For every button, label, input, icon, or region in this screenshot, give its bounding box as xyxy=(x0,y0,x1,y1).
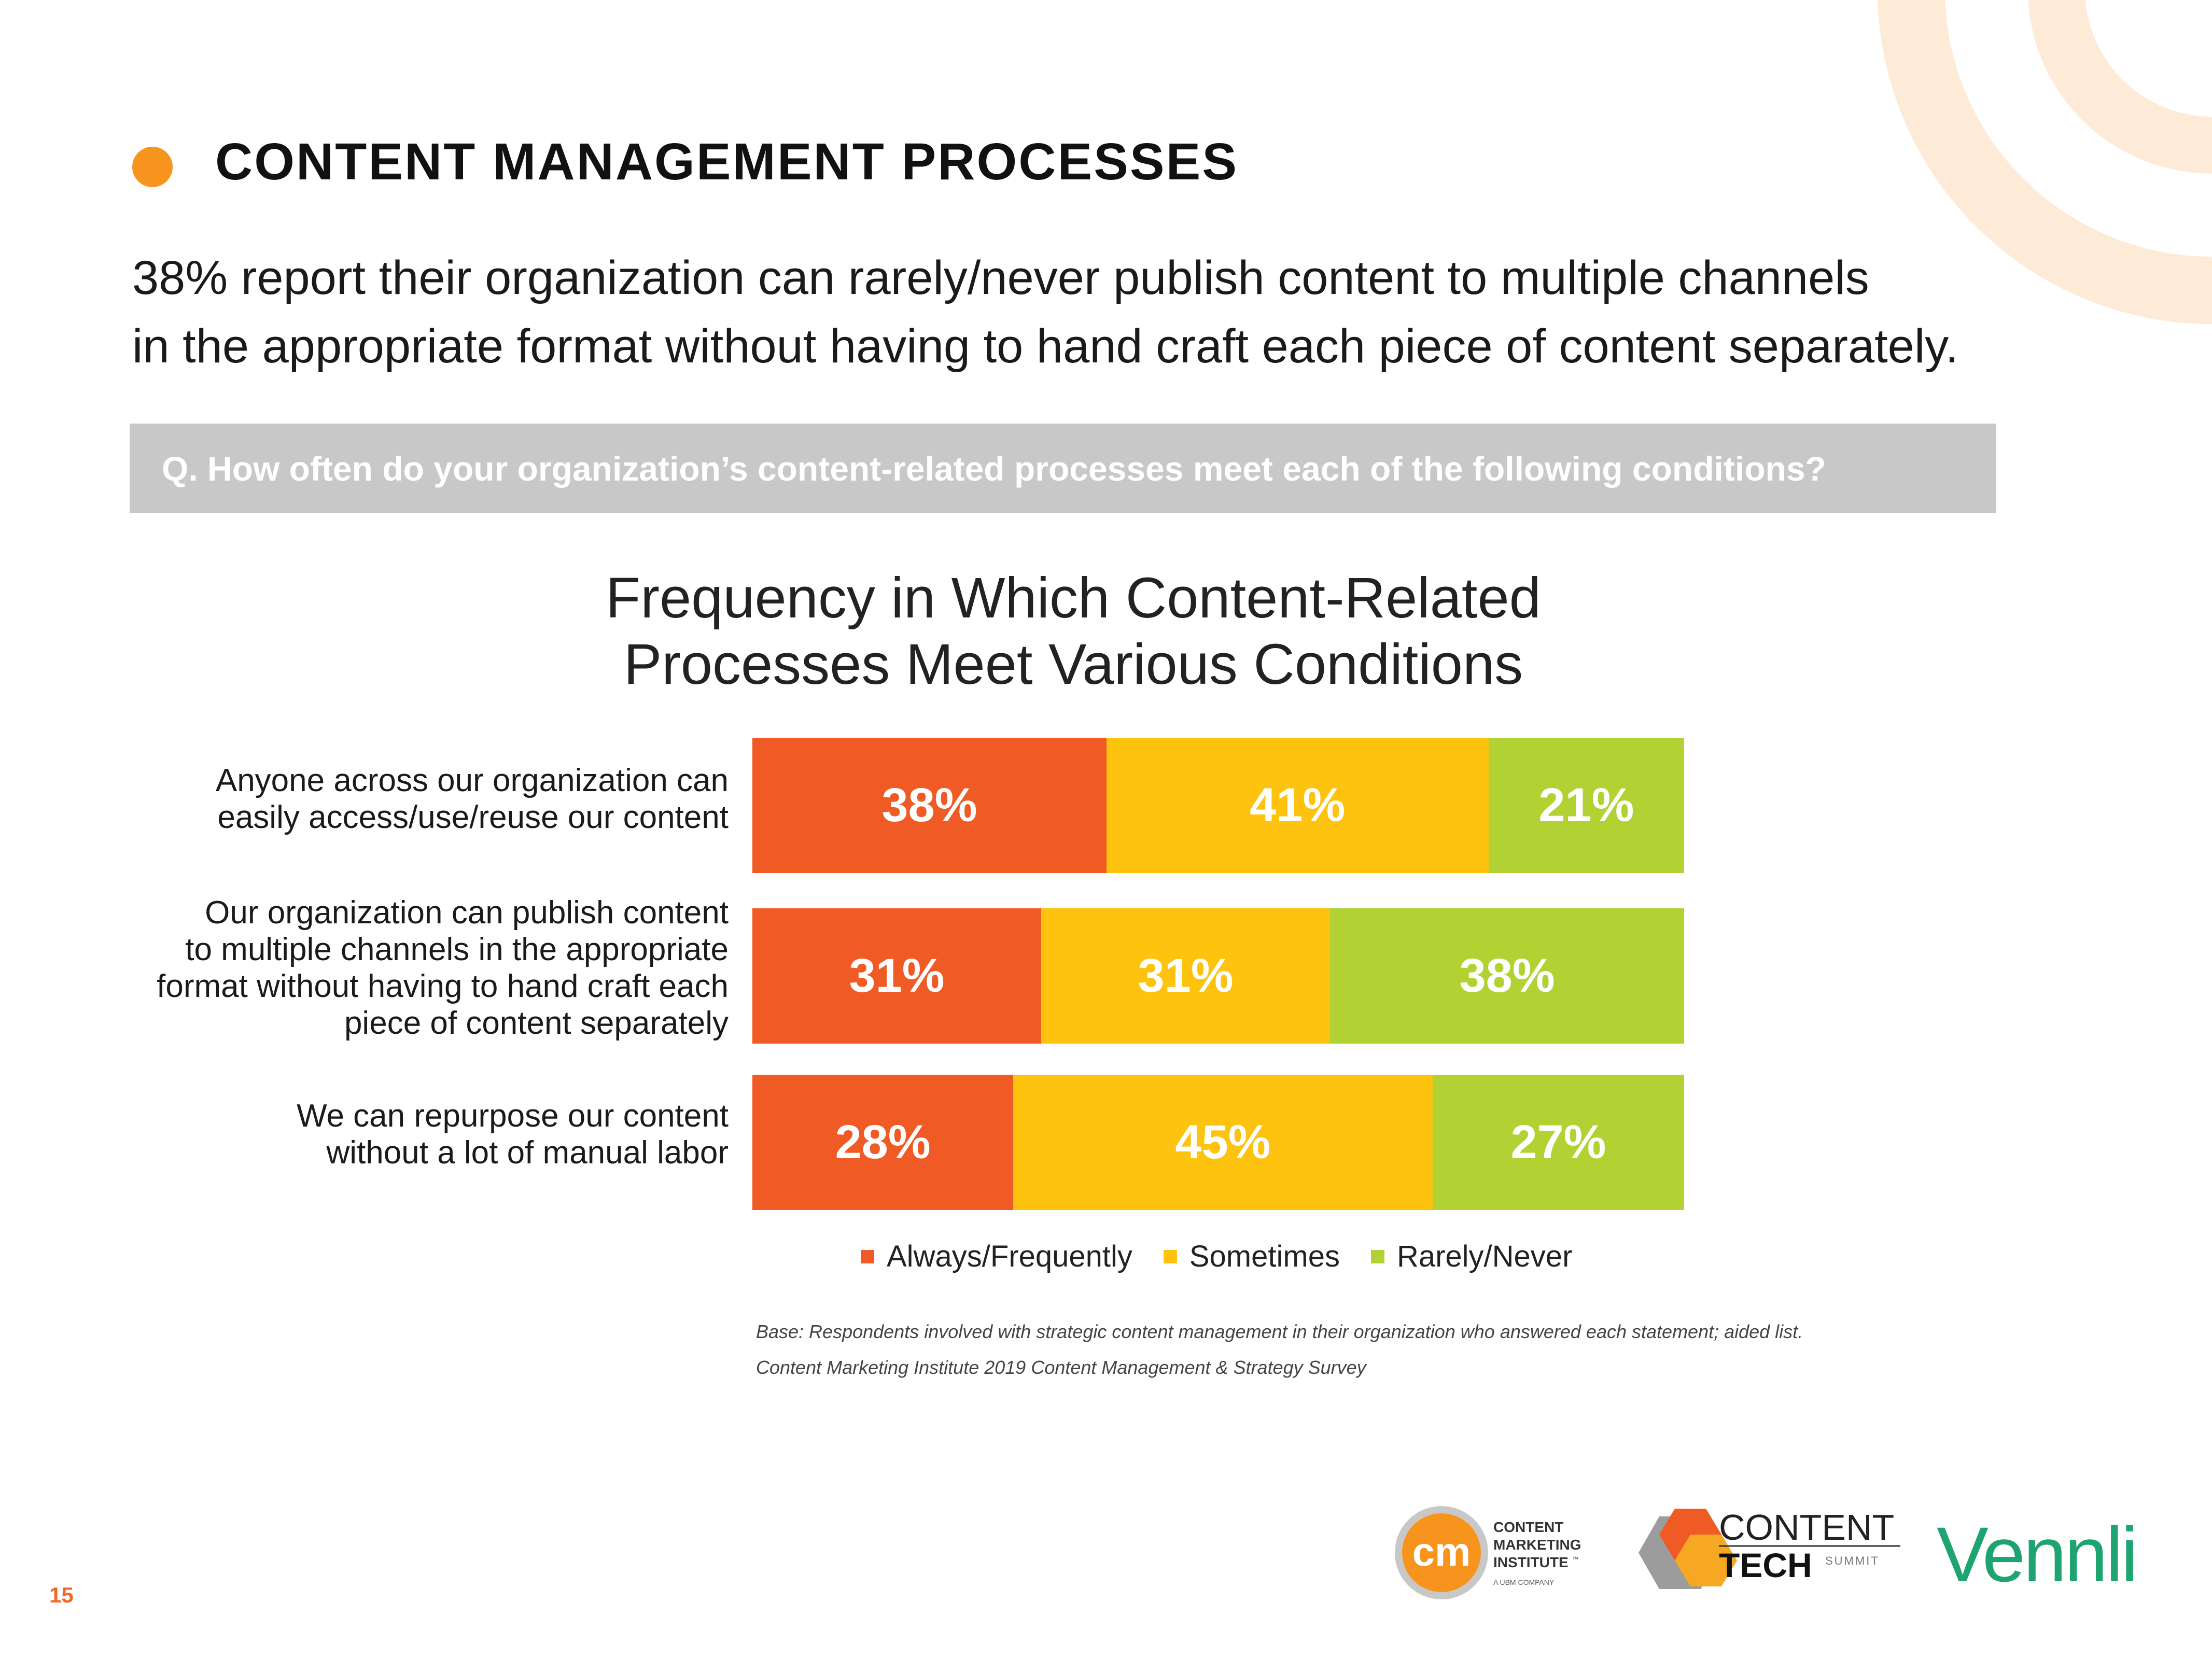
legend-swatch-always xyxy=(861,1249,874,1263)
chart-title-line-2: Processes Meet Various Conditions xyxy=(623,632,1523,696)
section-title: CONTENT MANAGEMENT PROCESSES xyxy=(215,133,1239,191)
category-label-line: Our organization can publish content xyxy=(205,895,729,931)
category-label-line: Anyone across our organization can xyxy=(215,763,729,798)
chart-legend: Always/Frequently Sometimes Rarely/Never xyxy=(861,1239,1603,1274)
legend-item-sometimes: Sometimes xyxy=(1163,1239,1340,1274)
category-label-line: We can repurpose our content xyxy=(297,1098,729,1134)
cts-logo-line-1: CONTENT xyxy=(1719,1507,1894,1548)
cmi-logo-line-1: CONTENT xyxy=(1493,1519,1563,1535)
legend-label-always: Always/Frequently xyxy=(887,1240,1132,1273)
legend-item-rarely: Rarely/Never xyxy=(1370,1239,1573,1274)
legend-item-always: Always/Frequently xyxy=(861,1239,1132,1274)
footnote-source: Content Marketing Institute 2019 Content… xyxy=(756,1357,1366,1378)
legend-swatch-sometimes xyxy=(1163,1249,1177,1263)
cmi-logo-sub: A UBM COMPANY xyxy=(1493,1578,1555,1586)
page-number: 15 xyxy=(49,1583,74,1607)
category-label-line: easily access/use/reuse our content xyxy=(217,799,729,835)
bar-segment: 31% xyxy=(752,908,1042,1044)
bar-segment: 45% xyxy=(1013,1075,1433,1210)
footnote-base: Base: Respondents involved with strategi… xyxy=(756,1321,1803,1342)
bar-row: 28% 45% 27% xyxy=(752,1075,1684,1210)
cmi-logo-tm: ™ xyxy=(1572,1555,1578,1563)
bar-value-label: 38% xyxy=(881,779,977,832)
category-label: Anyone across our organization can easily… xyxy=(104,762,729,836)
cmi-logo-badge: cm xyxy=(1412,1529,1471,1574)
bar-segment: 38% xyxy=(752,738,1107,873)
section-bullet xyxy=(132,147,173,187)
bar-segment: 31% xyxy=(1041,908,1331,1044)
chart-title-line-1: Frequency in Which Content-Related xyxy=(606,566,1541,630)
cmi-logo: cm CONTENT MARKETING INSTITUTE ™ A UBM C… xyxy=(1395,1506,1581,1599)
headline-line-1: 38% report their organization can rarely… xyxy=(132,251,1869,304)
category-label-line: format without having to hand craft each xyxy=(157,968,729,1004)
cmi-logo-line-2: MARKETING xyxy=(1493,1537,1581,1553)
bar-value-label: 27% xyxy=(1510,1116,1606,1169)
cts-logo-line-2: TECH xyxy=(1719,1546,1812,1584)
bar-value-label: 45% xyxy=(1175,1116,1271,1169)
content-tech-summit-logo: CONTENT TECH SUMMIT xyxy=(1639,1507,1900,1589)
chart-title: Frequency in Which Content-Related Proce… xyxy=(519,565,1628,698)
legend-label-rarely: Rarely/Never xyxy=(1396,1240,1573,1273)
bar-segment: 38% xyxy=(1330,908,1684,1044)
bar-row: 38% 41% 21% xyxy=(752,738,1684,873)
bar-value-label: 41% xyxy=(1250,779,1346,832)
legend-swatch-rarely xyxy=(1370,1249,1384,1263)
cmi-logo-line-3: INSTITUTE xyxy=(1493,1554,1569,1570)
question-text: Q. How often do your organization’s cont… xyxy=(162,449,1826,488)
bar-segment: 27% xyxy=(1432,1075,1684,1210)
bar-value-label: 21% xyxy=(1538,779,1634,832)
vennli-logo: Vennli xyxy=(1937,1511,2138,1597)
bar-value-label: 31% xyxy=(1138,949,1234,1002)
bar-segment: 28% xyxy=(752,1075,1014,1210)
category-label: Our organization can publish content to m… xyxy=(104,894,729,1042)
category-label-line: piece of content separately xyxy=(344,1005,729,1041)
vennli-logo-text: Vennli xyxy=(1937,1511,2136,1597)
category-label: We can repurpose our content without a lo… xyxy=(104,1098,729,1171)
bar-segment: 21% xyxy=(1488,738,1684,873)
headline-line-2: in the appropriate format without having… xyxy=(132,320,1959,373)
category-label-line: without a lot of manual labor xyxy=(326,1135,729,1171)
legend-label-sometimes: Sometimes xyxy=(1189,1240,1340,1273)
category-label-line: to multiple channels in the appropriate xyxy=(185,932,729,967)
bar-segment: 41% xyxy=(1106,738,1489,873)
headline: 38% report their organization can rarely… xyxy=(132,244,2103,381)
bar-value-label: 31% xyxy=(849,949,945,1002)
bar-value-label: 28% xyxy=(835,1116,931,1169)
cts-logo-line-3: SUMMIT xyxy=(1825,1554,1880,1567)
bar-row: 31% 31% 38% xyxy=(752,908,1684,1044)
question-bar: Q. How often do your organization’s cont… xyxy=(130,424,1996,513)
bar-value-label: 38% xyxy=(1459,949,1555,1002)
